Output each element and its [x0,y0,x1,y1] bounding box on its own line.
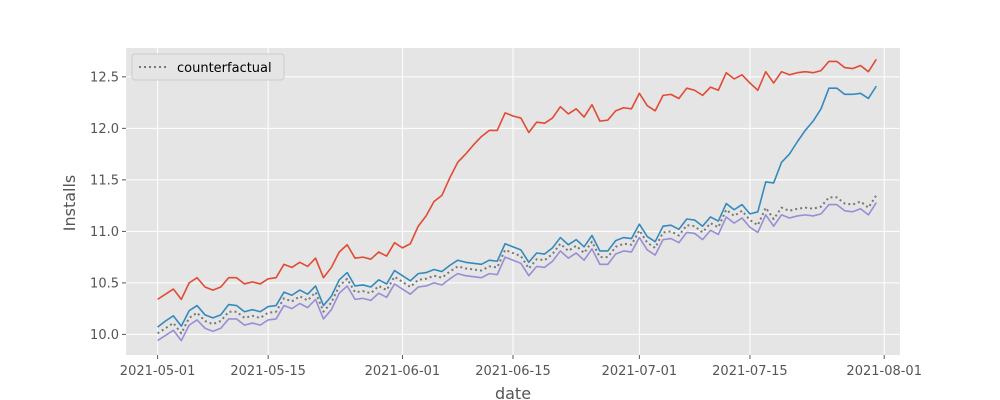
legend: counterfactual [131,53,285,81]
y-tick-label: 12.0 [90,122,119,137]
y-tick-label: 10.5 [90,276,119,291]
legend-box [131,53,285,81]
y-tick-label: 11.0 [90,225,119,240]
y-axis-ticks: 10.0 10.5 11.0 11.5 12.0 12.5 [90,70,126,343]
x-tick-label: 2021-08-01 [846,364,922,379]
legend-label-counterfactual: counterfactual [177,61,272,76]
series-line-1 [157,58,877,301]
x-tick-label: 2021-07-01 [602,364,678,379]
y-tick-label: 12.5 [90,70,119,85]
y-tick-label: 10.0 [90,328,119,343]
x-tick-label: 2021-07-15 [712,364,788,379]
x-tick-label: 2021-05-15 [230,364,306,379]
x-tick-label: 2021-06-01 [365,364,441,379]
x-tick-label: 2021-05-01 [120,364,196,379]
x-axis-label: date [495,384,531,400]
x-axis-ticks: 2021-05-01 2021-05-15 2021-06-01 2021-06-15… [120,355,922,379]
series-line-3 [157,202,877,342]
y-tick-label: 11.5 [90,173,119,188]
y-axis-label: Installs [60,175,79,232]
series-line-counterfactual [157,194,878,335]
series-line-2 [157,85,877,328]
series-lines [157,58,878,342]
x-tick-label: 2021-06-15 [475,364,551,379]
